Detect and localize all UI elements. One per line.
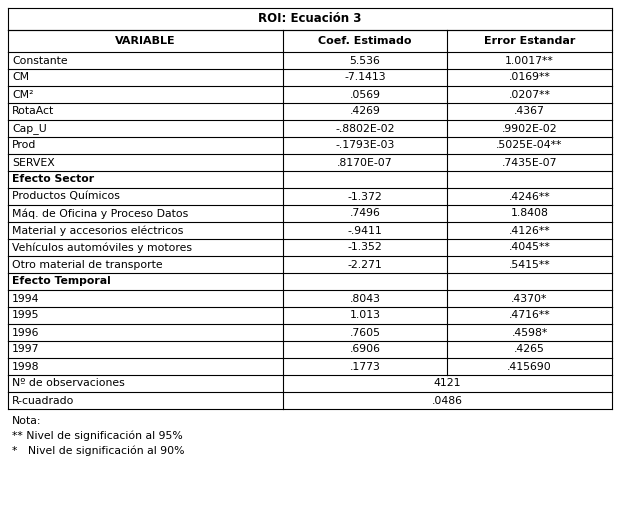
Text: -7.1413: -7.1413 bbox=[344, 73, 386, 83]
Text: ROI: Ecuación 3: ROI: Ecuación 3 bbox=[259, 13, 361, 25]
Text: .4598*: .4598* bbox=[512, 327, 547, 337]
Text: Otro material de transporte: Otro material de transporte bbox=[12, 259, 162, 269]
Text: .4367: .4367 bbox=[514, 106, 545, 116]
Text: .7605: .7605 bbox=[350, 327, 381, 337]
Text: Error Estandar: Error Estandar bbox=[484, 36, 575, 46]
Text: *   Nivel de significación al 90%: * Nivel de significación al 90% bbox=[12, 445, 185, 456]
Text: Coef. Estimado: Coef. Estimado bbox=[318, 36, 412, 46]
Text: .4246**: .4246** bbox=[509, 191, 551, 201]
Text: 1996: 1996 bbox=[12, 327, 40, 337]
Text: 1995: 1995 bbox=[12, 310, 40, 320]
Text: 4121: 4121 bbox=[433, 378, 461, 388]
Text: .1773: .1773 bbox=[350, 362, 381, 372]
Text: .4269: .4269 bbox=[350, 106, 381, 116]
Text: SERVEX: SERVEX bbox=[12, 158, 55, 168]
Text: .5025E-04**: .5025E-04** bbox=[497, 141, 563, 151]
Text: .7435E-07: .7435E-07 bbox=[502, 158, 557, 168]
Text: .8170E-07: .8170E-07 bbox=[337, 158, 393, 168]
Text: Cap_U: Cap_U bbox=[12, 123, 46, 134]
Text: 5.536: 5.536 bbox=[350, 55, 381, 65]
Text: .415690: .415690 bbox=[507, 362, 552, 372]
Text: .4265: .4265 bbox=[514, 345, 545, 355]
Text: 1997: 1997 bbox=[12, 345, 40, 355]
Text: 1998: 1998 bbox=[12, 362, 40, 372]
Text: 1.8408: 1.8408 bbox=[511, 209, 549, 219]
Text: .0169**: .0169** bbox=[508, 73, 551, 83]
Text: R-cuadrado: R-cuadrado bbox=[12, 395, 74, 405]
Text: VARIABLE: VARIABLE bbox=[115, 36, 175, 46]
Text: -.1793E-03: -.1793E-03 bbox=[335, 141, 395, 151]
Text: ** Nivel de significación al 95%: ** Nivel de significación al 95% bbox=[12, 430, 183, 441]
Text: .7496: .7496 bbox=[350, 209, 381, 219]
Text: CM²: CM² bbox=[12, 90, 33, 100]
Text: RotaAct: RotaAct bbox=[12, 106, 55, 116]
Text: .4126**: .4126** bbox=[509, 226, 551, 236]
Text: .0486: .0486 bbox=[432, 395, 463, 405]
Text: Efecto Temporal: Efecto Temporal bbox=[12, 277, 111, 287]
Text: .0207**: .0207** bbox=[508, 90, 551, 100]
Text: -1.372: -1.372 bbox=[348, 191, 383, 201]
Text: 1994: 1994 bbox=[12, 294, 40, 304]
Text: Vehículos automóviles y motores: Vehículos automóviles y motores bbox=[12, 242, 192, 253]
Text: Nota:: Nota: bbox=[12, 415, 42, 425]
Text: .4716**: .4716** bbox=[509, 310, 551, 320]
Text: -.9411: -.9411 bbox=[348, 226, 383, 236]
Text: .4045**: .4045** bbox=[508, 242, 551, 252]
Text: Material y accesorios eléctricos: Material y accesorios eléctricos bbox=[12, 225, 184, 236]
Text: Constante: Constante bbox=[12, 55, 68, 65]
Text: CM: CM bbox=[12, 73, 29, 83]
Text: Nº de observaciones: Nº de observaciones bbox=[12, 378, 125, 388]
Text: 1.013: 1.013 bbox=[350, 310, 381, 320]
Text: .8043: .8043 bbox=[350, 294, 381, 304]
Text: .4370*: .4370* bbox=[512, 294, 547, 304]
Text: -1.352: -1.352 bbox=[348, 242, 383, 252]
Text: -.8802E-02: -.8802E-02 bbox=[335, 123, 395, 133]
Text: Máq. de Oficina y Proceso Datos: Máq. de Oficina y Proceso Datos bbox=[12, 208, 188, 219]
Text: 1.0017**: 1.0017** bbox=[505, 55, 554, 65]
Text: .0569: .0569 bbox=[350, 90, 381, 100]
Text: .5415**: .5415** bbox=[509, 259, 551, 269]
Text: -2.271: -2.271 bbox=[348, 259, 383, 269]
Text: Prod: Prod bbox=[12, 141, 37, 151]
Text: Efecto Sector: Efecto Sector bbox=[12, 174, 94, 184]
Text: .9902E-02: .9902E-02 bbox=[502, 123, 557, 133]
Text: .6906: .6906 bbox=[350, 345, 381, 355]
Text: Productos Químicos: Productos Químicos bbox=[12, 191, 120, 201]
